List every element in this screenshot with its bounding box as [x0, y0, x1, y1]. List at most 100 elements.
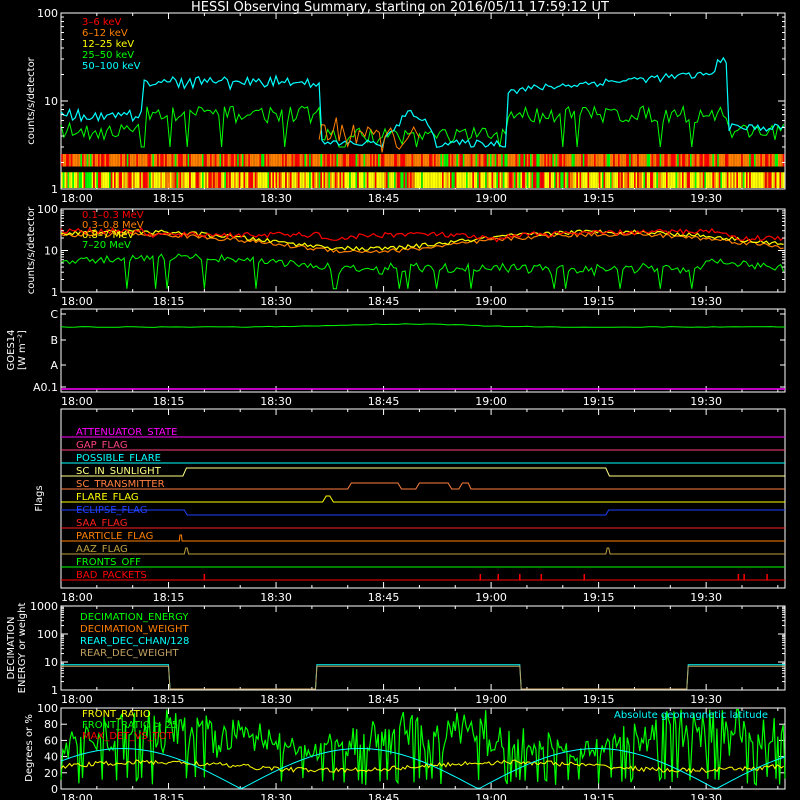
flags-ylabel: Flags [34, 485, 45, 511]
geo-ytick-label: 60 [44, 734, 58, 747]
geo-series-front-ratio [60, 759, 784, 774]
flags-line-3 [61, 467, 785, 477]
flags-label-9: AAZ_FLAG [76, 544, 128, 555]
goes-ylabel: GOES14 [6, 329, 17, 370]
highE-series-0.3-0.8 [60, 231, 784, 254]
lowE-legend-0: 3–6 keV [82, 17, 121, 28]
flags-label-5: FLARE_FLAG [76, 492, 139, 503]
flags-label-3: SC_IN_SUNLIGHT [76, 466, 162, 477]
decim-time-label: 18:00 [61, 693, 93, 706]
highE-ylabel: counts/s/detector [26, 206, 37, 294]
flags-time-label: 19:15 [583, 591, 615, 604]
decim-time-label: 19:15 [583, 693, 615, 706]
flags-line-9 [61, 547, 785, 555]
geo-series-front-ratio-gt25 [60, 708, 786, 786]
decim-legend-3: REAR_DEC_WEIGHT [80, 648, 179, 659]
geo-legend-2: MAX_DET_VS_TOT [82, 731, 174, 742]
geo-time-label: 19:30 [690, 792, 722, 800]
geo-time-label: 19:15 [583, 792, 615, 800]
decim-legend-1: DECIMATION_WEIGHT [80, 624, 189, 635]
highE-frame [60, 208, 786, 293]
geo-time-label: 18:45 [368, 792, 400, 800]
decim-time-label: 18:45 [368, 693, 400, 706]
decim-ytick-label: 1000 [30, 600, 58, 613]
decim-legend-2: REAR_DEC_CHAN/128 [80, 636, 189, 647]
highE-time-label: 19:30 [690, 295, 722, 308]
goes-time-label: 18:30 [260, 395, 292, 408]
lowE-legend-4: 50–100 keV [82, 61, 141, 72]
decim-time-label: 18:30 [260, 693, 292, 706]
decim-ytick-label: 100 [37, 628, 58, 641]
highE-time-label: 18:30 [260, 295, 292, 308]
decim-series-rear-weight [61, 665, 785, 690]
highE-series-0.1-0.3 [60, 227, 784, 243]
goes-ytick-label: A [50, 359, 58, 372]
flags-line-8 [61, 534, 785, 542]
decim-ylabel2: ENERGY or weight [17, 603, 28, 694]
flags-line-6 [61, 509, 785, 516]
geo-time-label: 19:00 [475, 792, 507, 800]
decim-time-label: 18:15 [153, 693, 185, 706]
lowE-ytick-label: 10 [44, 95, 58, 108]
geo-time-label: 18:30 [260, 792, 292, 800]
highE-series-7-20 [60, 253, 785, 290]
flags-time-label: 19:00 [475, 591, 507, 604]
goes-ylabel-units: [W m⁻²] [17, 330, 28, 370]
lowE-ytick-label: 1 [51, 183, 58, 196]
lowE-time-label: 19:30 [690, 192, 722, 205]
geo-legend-0: FRONT_RATIO [82, 709, 151, 720]
flags-label-7: SAA_FLAG [76, 518, 127, 529]
lowE-time-label: 19:15 [583, 192, 615, 205]
decim-ytick-label: 1 [51, 684, 58, 697]
flags-line-4 [61, 482, 785, 490]
goes-time-label: 19:00 [475, 395, 507, 408]
geo-annotation: Absolute geomagnetic latitude [614, 710, 768, 721]
highE-legend-1: 0.3–0.8 MeV [82, 220, 144, 231]
chart-title: HESSI Observing Summary, starting on 201… [191, 0, 609, 15]
goes-ytick-label: C [50, 308, 58, 321]
highE-ytick-label: 100 [37, 203, 58, 216]
lowE-legend-2: 12–25 keV [82, 39, 134, 50]
highE-time-label: 19:00 [475, 295, 507, 308]
goes-ytick-label: B [50, 334, 58, 347]
lowE-series-25-50 [60, 104, 785, 148]
lowE-ytick-label: 100 [37, 7, 58, 20]
geo-ytick-label: 0 [51, 783, 58, 796]
decim-ytick-label: 10 [44, 656, 58, 669]
goes-series [60, 323, 785, 328]
highE-time-label: 18:45 [368, 295, 400, 308]
lowE-time-label: 19:00 [475, 192, 507, 205]
flags-time-label: 18:00 [61, 591, 93, 604]
lowE-time-label: 18:15 [153, 192, 185, 205]
geo-frame [60, 707, 786, 790]
flags-frame [60, 408, 786, 589]
flags-time-label: 18:15 [153, 591, 185, 604]
highE-ytick-label: 1 [51, 286, 58, 299]
lowE-time-label: 18:30 [260, 192, 292, 205]
lowE-series-6-12 [318, 117, 420, 153]
highE-series-0.8-7 [60, 229, 784, 252]
geo-time-label: 18:00 [61, 792, 93, 800]
flags-label-4: SC_TRANSMITTER [76, 479, 165, 490]
goes-time-label: 18:00 [61, 395, 93, 408]
highE-time-label: 19:15 [583, 295, 615, 308]
flags-label-2: POSSIBLE_FLARE [76, 453, 161, 464]
flags-label-11: BAD_PACKETS [76, 570, 147, 581]
goes-time-label: 19:15 [583, 395, 615, 408]
geo-ytick-label: 100 [37, 702, 58, 715]
flags-label-1: GAP_FLAG [76, 440, 128, 451]
goes-frame [60, 308, 786, 393]
geo-legend-1: FRONT_RATIO > 25 [82, 720, 178, 731]
highE-time-label: 18:15 [153, 295, 185, 308]
geo-ylabel: Degrees or % [24, 714, 35, 782]
decim-frame [60, 605, 786, 691]
highE-legend-2: 0.8–7 MeV [82, 230, 134, 241]
flags-line-5 [61, 495, 785, 503]
geo-time-label: 18:15 [153, 792, 185, 800]
lowE-time-label: 18:00 [61, 192, 93, 205]
decim-time-label: 19:00 [475, 693, 507, 706]
highE-ytick-label: 10 [44, 245, 58, 258]
geo-ytick-label: 80 [44, 718, 58, 731]
lowE-ylabel: counts/s/detector [26, 56, 37, 144]
